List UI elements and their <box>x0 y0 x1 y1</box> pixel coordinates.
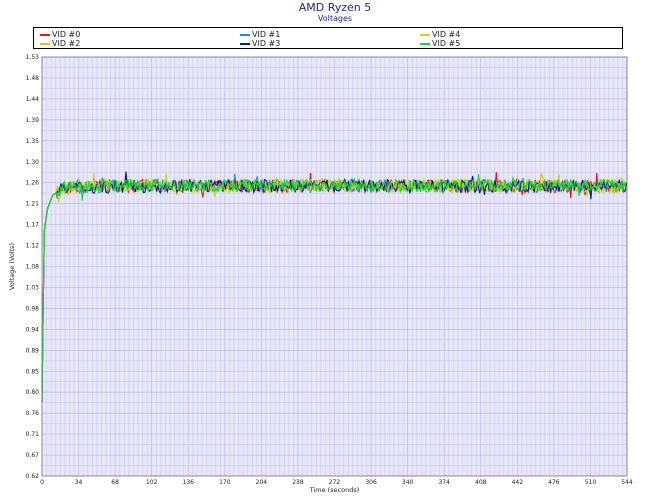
x-tick-label: 238 <box>292 479 304 486</box>
x-tick-label: 34 <box>75 479 83 486</box>
y-tick-label: 1.35 <box>26 138 40 145</box>
legend-swatch <box>240 43 250 45</box>
x-tick-label: 68 <box>111 479 119 486</box>
y-tick-label: 0.62 <box>26 473 40 480</box>
legend-swatch <box>420 34 430 36</box>
y-tick-label: 0.71 <box>26 431 40 438</box>
legend-label: VID #3 <box>252 39 281 48</box>
x-tick-label: 306 <box>365 479 377 486</box>
series <box>41 171 627 403</box>
plot-border <box>41 56 628 477</box>
x-tick-label: 204 <box>256 479 268 486</box>
y-tick-label: 1.44 <box>26 96 40 103</box>
chart-subtitle: Voltages <box>317 14 353 23</box>
y-tick-label: 1.03 <box>26 284 40 291</box>
ticks: 0 34 68 102 136 170 204 238 272 306 340 374 408 442 47… <box>26 54 633 486</box>
x-axis-label: Time (seconds) <box>309 486 360 494</box>
y-tick-label: 1.53 <box>26 54 40 61</box>
legend-label: VID #2 <box>52 39 81 48</box>
legend-label: VID #5 <box>432 39 461 48</box>
x-tick-label: 0 <box>40 479 44 486</box>
legend-swatch <box>40 34 50 36</box>
x-tick-label: 408 <box>475 479 487 486</box>
x-tick-label: 340 <box>402 479 414 486</box>
y-tick-label: 1.26 <box>26 180 40 187</box>
x-tick-label: 102 <box>146 479 158 486</box>
y-tick-label: 1.17 <box>26 222 40 229</box>
grid <box>41 56 628 477</box>
chart-title: AMD Ryzen 5 <box>298 1 372 14</box>
x-tick-label: 442 <box>512 479 524 486</box>
y-tick-label: 0.94 <box>26 326 40 333</box>
x-tick-label: 374 <box>438 479 450 486</box>
y-tick-label: 0.89 <box>26 347 40 354</box>
legend-label: VID #0 <box>52 30 81 39</box>
legend-swatch <box>40 43 50 45</box>
x-tick-label: 136 <box>183 479 195 486</box>
y-tick-label: 0.67 <box>26 452 40 459</box>
x-tick-label: 170 <box>219 479 231 486</box>
y-tick-label: 1.39 <box>26 117 40 124</box>
y-tick-label: 1.30 <box>26 159 40 166</box>
y-tick-label: 0.85 <box>26 368 40 375</box>
legend-swatch <box>420 43 430 45</box>
legend-label: VID #1 <box>252 30 281 39</box>
y-tick-label: 0.98 <box>26 305 40 312</box>
y-tick-label: 1.08 <box>26 264 40 271</box>
x-tick-label: 544 <box>621 479 633 486</box>
series-line-vid-5 <box>41 174 627 403</box>
y-tick-label: 1.12 <box>26 243 40 250</box>
y-tick-label: 0.76 <box>26 410 40 417</box>
y-tick-label: 1.21 <box>26 201 40 208</box>
y-axis-label: Voltage (Volts) <box>8 243 16 290</box>
legend-swatch <box>240 34 250 36</box>
y-tick-label: 0.80 <box>26 389 40 396</box>
legend-label: VID #4 <box>432 30 461 39</box>
x-tick-label: 476 <box>548 479 560 486</box>
legend: VID #0 VID #1 VID #4 VID #2 VID #3 VID #… <box>33 27 623 49</box>
x-tick-label: 510 <box>585 479 597 486</box>
x-tick-label: 272 <box>329 479 341 486</box>
y-tick-label: 1.48 <box>26 75 40 82</box>
